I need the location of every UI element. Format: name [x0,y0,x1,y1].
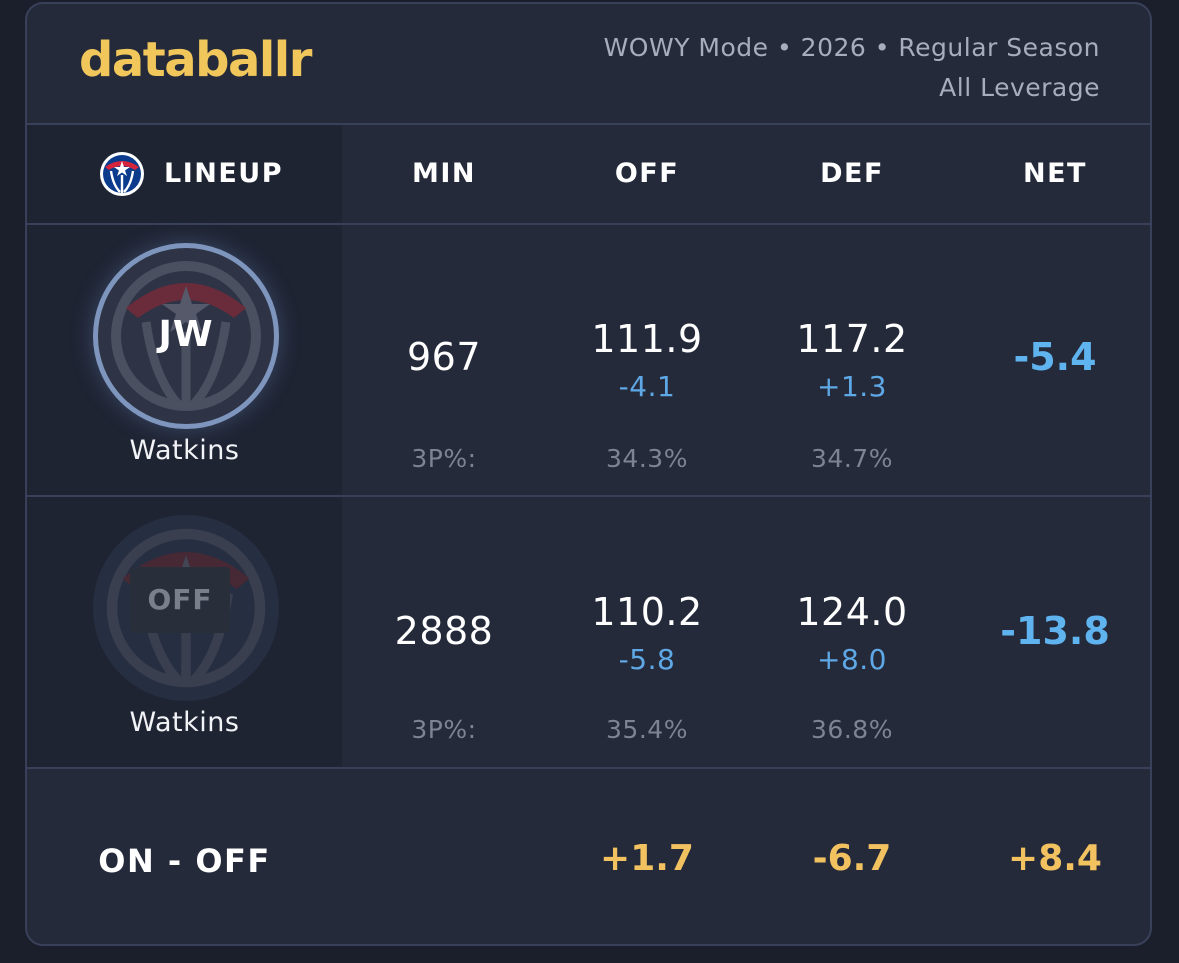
player-name: Watkins [129,435,240,466]
on-off-label: ON - OFF [98,842,271,880]
col-header-net[interactable]: NET [1023,158,1087,189]
player-name: Watkins [129,707,240,738]
divider [27,223,1150,225]
on-min: 967 [406,335,482,379]
player-avatar-on[interactable]: JW [93,243,279,429]
lineup-header: LINEUP [27,125,342,223]
player-avatar-off[interactable]: OFF [93,515,279,701]
off-def-3p: 36.8% [811,715,893,744]
off-off-delta: -5.8 [618,643,676,676]
brand-logo[interactable]: databallr [79,32,312,88]
wowy-card: databallr WOWY Mode • 2026 • Regular Sea… [25,2,1152,946]
on-off-rating: 111.9 [591,317,703,361]
wizards-logo-icon [100,152,144,196]
off-net-rating: -13.8 [1000,609,1110,653]
on-net-rating: -5.4 [1013,335,1097,379]
off-def-delta: +8.0 [817,643,887,676]
on-def-delta: +1.3 [817,370,887,403]
on-def-3p: 34.7% [811,444,893,473]
on-off-delta: -4.1 [618,370,676,403]
off-off-rating: 110.2 [591,590,703,634]
off-min: 2888 [394,609,494,653]
on-off-3p: 34.3% [606,444,688,473]
on-off-diff-net: +8.4 [1008,838,1102,879]
player-initials: JW [158,314,214,355]
on-def-rating: 117.2 [796,317,908,361]
player-off-cell: OFF Watkins [27,497,342,767]
off-off-3p: 35.4% [606,715,688,744]
lineup-header-label: LINEUP [164,158,284,189]
on-off-diff-off: +1.7 [600,838,694,879]
card-header: databallr WOWY Mode • 2026 • Regular Sea… [27,4,1150,125]
divider [27,495,1150,497]
off-def-rating: 124.0 [796,590,908,634]
off-3p-label: 3P%: [411,715,477,744]
on-3p-label: 3P%: [411,444,477,473]
wizards-logo-icon [111,261,261,411]
filter-mode-season: WOWY Mode • 2026 • Regular Season [603,33,1100,62]
divider [27,123,1150,125]
col-header-min[interactable]: MIN [411,158,476,189]
col-header-off[interactable]: OFF [614,158,680,189]
filter-leverage: All Leverage [939,73,1100,102]
col-header-def[interactable]: DEF [820,158,884,189]
on-off-diff-def: -6.7 [812,838,892,879]
filter-summary: WOWY Mode • 2026 • Regular Season All Le… [604,28,1100,108]
player-on-cell: JW Watkins [27,225,342,495]
divider [27,767,1150,769]
off-badge: OFF [130,567,230,633]
